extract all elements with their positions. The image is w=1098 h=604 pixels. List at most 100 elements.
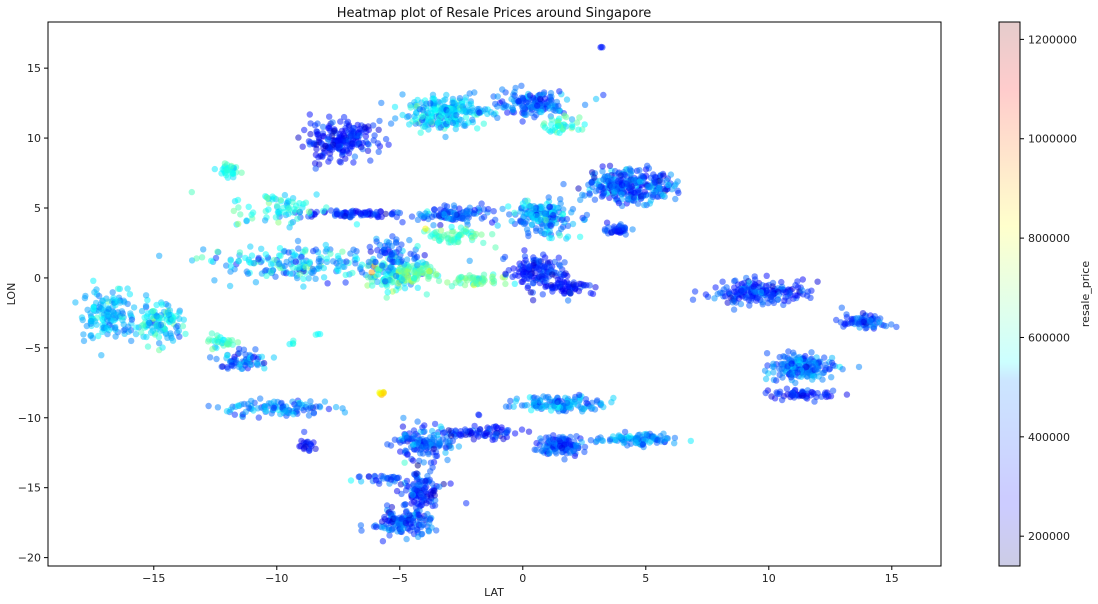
data-point [616,176,623,183]
data-point [223,262,230,269]
data-point [523,401,531,409]
data-point [275,219,282,226]
data-point [403,477,411,485]
data-point [523,260,531,267]
data-point [770,360,777,367]
data-point [533,439,540,447]
data-point [546,203,553,211]
data-point [378,99,385,107]
data-point [153,313,160,320]
y-tick-label: −5 [25,342,41,355]
data-point [397,481,405,488]
data-point [342,271,349,279]
data-point [234,196,242,204]
data-point [393,474,401,482]
data-point [430,222,437,229]
data-point [855,363,863,371]
data-point [393,258,401,265]
data-point [287,270,294,277]
data-point [511,209,518,216]
data-point [427,459,435,466]
data-point [530,254,537,261]
data-point [632,439,639,446]
data-point [430,95,437,102]
data-point [80,331,87,338]
data-point [104,311,111,318]
data-point [639,441,647,448]
x-tick-label: −5 [392,572,408,585]
data-point [745,279,753,286]
data-point [433,228,440,236]
data-point [104,325,111,332]
data-point [556,434,563,441]
data-point [626,165,633,172]
data-point [518,82,525,90]
data-point [357,522,365,529]
data-point [444,439,452,446]
data-point [179,322,187,330]
data-point [334,252,342,260]
data-point [227,263,235,270]
data-point [734,281,742,288]
data-point [578,280,585,288]
data-point [647,197,655,204]
data-point [435,277,443,285]
data-point [502,102,510,109]
data-point [417,129,424,136]
data-point [489,436,496,443]
data-point [407,517,414,524]
data-point [541,262,548,269]
colorbar-tick-label: 200000 [1028,530,1070,543]
data-point [230,207,237,215]
data-point [240,346,248,353]
data-point [285,249,292,256]
data-point [250,407,257,414]
data-point [549,283,556,290]
data-point [492,244,499,251]
data-point [527,289,534,296]
data-point [437,423,444,430]
data-point [819,376,826,383]
data-point [252,279,260,286]
data-point [384,289,391,296]
data-point [449,99,456,107]
data-point [667,171,675,178]
data-point [556,88,563,95]
data-point [236,249,244,256]
data-point [538,438,545,445]
data-point [794,369,801,376]
data-point [436,483,443,490]
data-point [289,218,297,226]
data-point [566,449,574,457]
data-point [93,286,100,293]
data-point [281,191,289,199]
data-point [336,257,344,265]
data-point [84,306,91,313]
data-point [586,190,593,197]
data-point [452,216,459,223]
data-point [422,477,429,485]
data-point [414,96,421,104]
data-point [422,225,429,232]
data-point [466,257,473,264]
data-point [422,210,429,217]
data-point [316,330,324,338]
data-point [99,315,106,323]
data-point [164,309,172,316]
data-point [406,236,413,244]
data-point [380,475,387,482]
data-point [508,217,515,225]
data-point [581,192,588,199]
data-point [520,213,527,220]
data-point [538,229,546,236]
data-point [389,288,396,295]
data-point [389,258,396,265]
data-point [214,248,221,255]
data-point [802,352,809,360]
data-point [411,486,418,493]
data-point [520,220,528,228]
data-point [319,132,327,140]
x-tick-label: 10 [762,572,776,585]
data-point [627,170,634,177]
data-point [561,259,568,266]
